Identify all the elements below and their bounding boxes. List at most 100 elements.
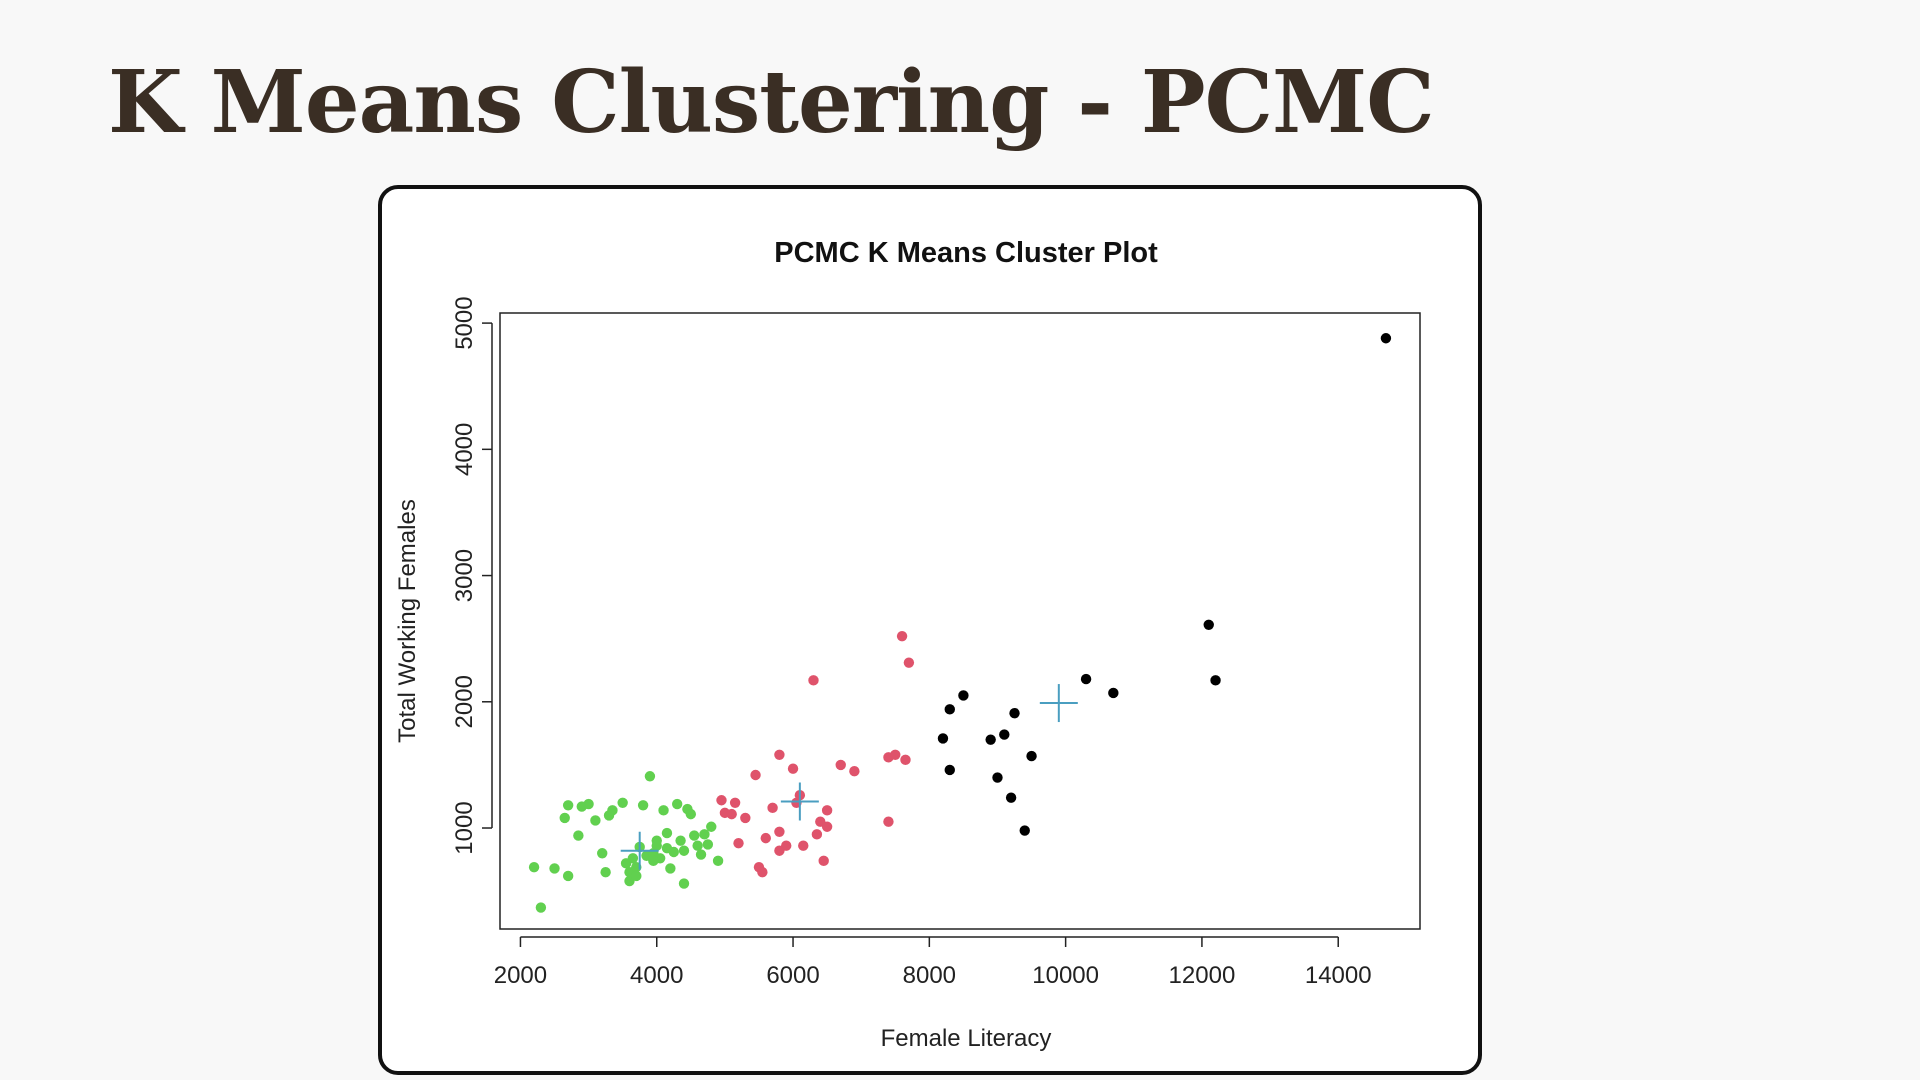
data-point <box>944 704 955 715</box>
centroid-marker <box>1039 684 1078 723</box>
data-point <box>757 866 768 878</box>
centroid-marker <box>620 831 659 870</box>
data-point <box>712 855 724 867</box>
data-point <box>726 808 737 820</box>
data-point <box>733 837 744 849</box>
data-point <box>675 835 686 846</box>
data-point <box>1019 825 1030 836</box>
data-point <box>678 878 690 889</box>
data-point <box>535 902 547 913</box>
data-point <box>818 855 829 867</box>
x-tick-label: 4000 <box>630 962 683 989</box>
x-tick-label: 12000 <box>1169 962 1236 989</box>
data-point <box>600 866 611 878</box>
y-tick-label: 2000 <box>451 675 478 728</box>
data-point <box>883 816 894 827</box>
x-axis: 2000 4000 6000 8000 10000 12000 14000 <box>494 936 1372 989</box>
x-axis-label: Female Literacy <box>881 1025 1052 1052</box>
data-point <box>699 829 710 840</box>
data-point <box>562 800 574 811</box>
data-point <box>750 769 761 781</box>
data-point <box>637 800 649 811</box>
y-tick-label: 4000 <box>451 423 478 476</box>
data-point <box>627 853 639 864</box>
data-point <box>787 763 799 774</box>
data-point <box>583 798 594 810</box>
data-point <box>607 805 618 816</box>
data-point <box>644 771 656 782</box>
data-point <box>729 797 741 808</box>
data-point <box>849 766 860 777</box>
y-tick-label: 5000 <box>451 296 478 349</box>
x-tick-label: 14000 <box>1305 962 1372 989</box>
data-point <box>661 843 673 854</box>
centroid-marker <box>780 782 819 821</box>
data-point <box>774 749 785 761</box>
data-point <box>808 675 819 686</box>
data-point <box>562 870 574 882</box>
data-point <box>1210 675 1221 686</box>
data-point <box>549 863 560 874</box>
data-point <box>631 870 642 882</box>
data-point <box>590 815 601 826</box>
data-point <box>798 840 809 851</box>
data-point <box>661 827 673 839</box>
x-tick-label: 2000 <box>494 962 547 989</box>
y-tick-label: 1000 <box>451 801 478 854</box>
data-point <box>617 797 628 808</box>
data-point <box>958 690 969 701</box>
data-point <box>692 840 703 851</box>
data-point <box>648 855 659 867</box>
data-point <box>1203 619 1214 630</box>
data-point <box>890 749 901 761</box>
data-point <box>767 802 778 814</box>
data-point <box>900 754 911 766</box>
x-tick-label: 10000 <box>1032 962 1099 989</box>
data-point <box>811 829 823 840</box>
data-point <box>665 863 676 874</box>
data-point <box>896 630 908 642</box>
data-point <box>716 795 727 806</box>
data-point <box>1108 687 1119 699</box>
data-point <box>685 808 697 820</box>
y-axis: 1000 2000 3000 4000 5000 <box>451 296 493 855</box>
slide-title: K Means Clustering - PCMC <box>108 52 1435 153</box>
data-point <box>774 845 785 856</box>
y-axis-label: Total Working Females <box>394 499 421 743</box>
data-point <box>999 729 1010 740</box>
data-point <box>903 657 915 668</box>
data-point <box>760 832 771 844</box>
data-point <box>671 798 683 810</box>
y-tick-label: 3000 <box>451 549 478 602</box>
chart-title: PCMC K Means Cluster Plot <box>774 237 1158 269</box>
data-point <box>821 805 833 816</box>
data-point <box>985 734 996 745</box>
data-point <box>651 835 662 846</box>
data-point <box>1026 750 1037 762</box>
data-points <box>528 333 1392 913</box>
data-point <box>944 764 955 776</box>
data-point <box>702 839 714 850</box>
data-point <box>658 805 669 816</box>
x-tick-label: 8000 <box>903 962 956 989</box>
data-point <box>937 733 949 744</box>
data-point <box>597 848 608 859</box>
data-point <box>559 812 570 824</box>
x-tick-label: 6000 <box>766 962 819 989</box>
data-point <box>706 821 717 832</box>
plot-box <box>499 312 1421 930</box>
data-point <box>695 849 707 860</box>
data-point <box>1009 707 1020 719</box>
data-point <box>835 759 846 771</box>
data-point <box>1080 673 1092 685</box>
scatter-plot: PCMC K Means Cluster Plot 2000 4000 6000 80… <box>394 237 1421 1052</box>
data-point <box>821 821 833 832</box>
centroid-markers <box>620 684 1078 870</box>
data-point <box>1005 792 1017 803</box>
data-point <box>678 845 690 856</box>
data-point <box>573 830 584 841</box>
data-point <box>528 861 540 873</box>
data-point <box>740 812 751 824</box>
data-point <box>689 830 700 841</box>
data-point <box>774 826 785 838</box>
